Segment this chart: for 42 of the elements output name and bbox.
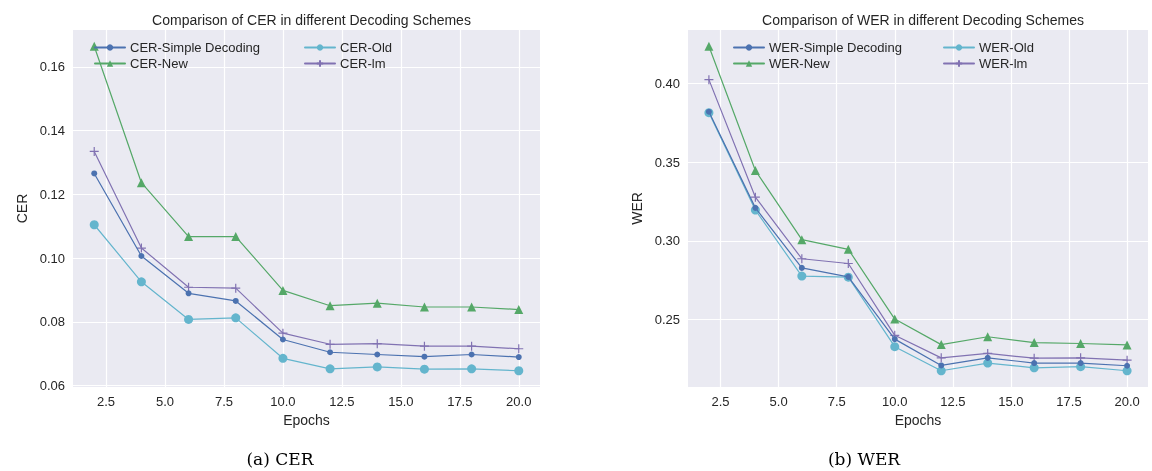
text: (a) CER	[246, 448, 315, 469]
legend-label: CER-Old	[340, 40, 393, 55]
x-tick-label: 12.5	[940, 394, 966, 409]
x-tick-label: 17.5	[447, 394, 473, 409]
legend-label: CER-New	[130, 56, 189, 71]
y-tick-label: 0.08	[39, 314, 65, 330]
x-tick-label: 10.0	[270, 394, 296, 409]
x-tick-label: 5.0	[769, 394, 788, 409]
legend-label: CER-lm	[340, 56, 386, 71]
x-tick-label: 15.0	[388, 394, 414, 409]
x-tick-label: 2.5	[96, 394, 116, 409]
y-axis-title: CER	[13, 193, 30, 224]
legend-label: WER-lm	[979, 56, 1028, 71]
x-tick-label: 2.5	[711, 394, 730, 409]
x-tick-label: 17.5	[1056, 394, 1082, 409]
text: (b) WER	[827, 448, 902, 469]
legend-label: WER-New	[769, 56, 831, 71]
legend-label: WER-Old	[979, 40, 1034, 55]
x-tick-label: 5.0	[155, 394, 175, 409]
y-tick-label: 0.35	[654, 154, 680, 170]
legend-label: CER-Simple Decoding	[130, 40, 261, 55]
y-tick-label: 0.06	[39, 378, 65, 394]
x-tick-label: 20.0	[1114, 394, 1140, 409]
chart-title: Comparison of CER in different Decoding Schemes	[152, 12, 471, 28]
y-axis-title: WER	[628, 192, 645, 225]
y-tick-label: 0.30	[654, 233, 680, 249]
chart-title: Comparison of WER in different Decoding Schemes	[762, 12, 1084, 28]
y-tick-label: 0.25	[654, 312, 680, 328]
x-tick-label: 15.0	[998, 394, 1024, 409]
x-tick-label: 12.5	[329, 394, 355, 409]
y-tick-label: 0.14	[39, 123, 65, 139]
x-axis-title: Epochs	[283, 411, 330, 428]
x-axis-title: Epochs	[894, 411, 942, 428]
y-tick-label: 0.40	[654, 75, 680, 91]
x-tick-label: 10.0	[882, 394, 908, 409]
x-tick-label: 7.5	[827, 394, 846, 409]
y-tick-label: 0.12	[39, 186, 65, 202]
legend-label: WER-Simple Decoding	[769, 40, 902, 55]
x-tick-label: 20.0	[506, 394, 532, 409]
x-tick-label: 7.5	[214, 394, 233, 409]
y-tick-label: 0.10	[39, 250, 65, 266]
y-tick-label: 0.16	[39, 59, 65, 75]
